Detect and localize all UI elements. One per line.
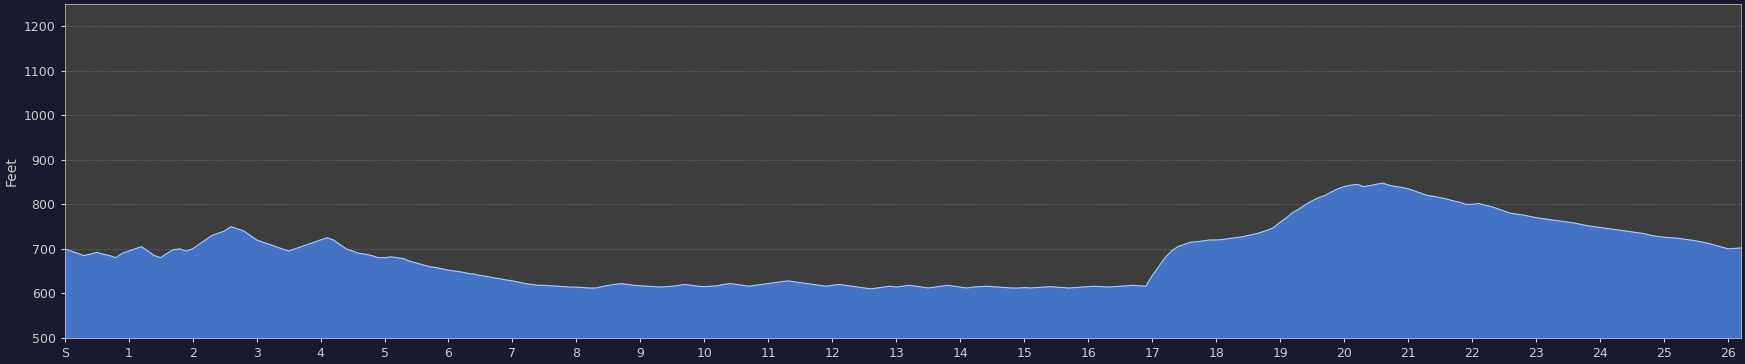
- Y-axis label: Feet: Feet: [3, 156, 17, 186]
